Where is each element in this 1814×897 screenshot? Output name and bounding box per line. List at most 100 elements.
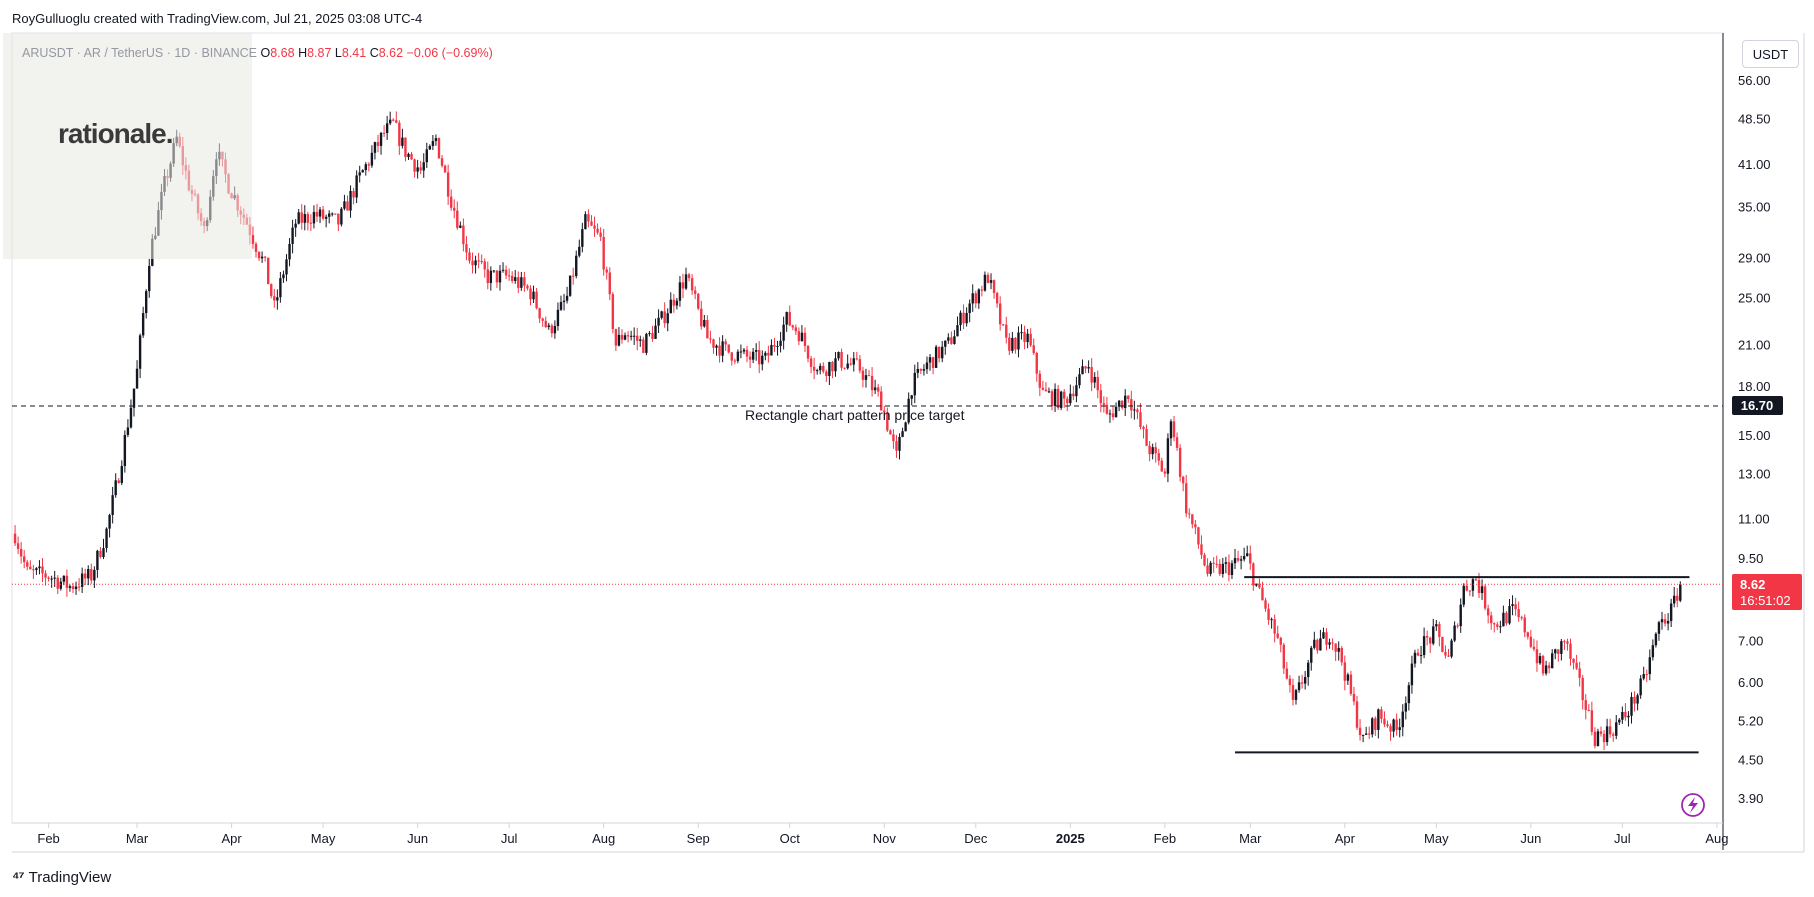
candle-up xyxy=(1669,603,1673,622)
symbol-name[interactable]: ARUSDT · AR / TetherUS · 1D · BINANCE xyxy=(22,46,258,60)
candle-down xyxy=(392,119,395,121)
y-tick-label: 35.00 xyxy=(1738,200,1771,215)
candle-down xyxy=(1517,609,1520,618)
candle-down xyxy=(1572,658,1575,663)
candle-down xyxy=(523,277,526,286)
candle-up xyxy=(126,427,130,435)
candle-up xyxy=(288,243,291,260)
candle-down xyxy=(254,243,258,252)
candle-down xyxy=(1227,562,1231,575)
candle-up xyxy=(1648,657,1652,675)
candle-down xyxy=(1389,726,1392,732)
candle-up xyxy=(736,351,740,361)
candle-up xyxy=(922,369,926,371)
candle-up xyxy=(764,352,767,356)
candle-up xyxy=(617,334,621,346)
candle-down xyxy=(614,329,618,346)
candle-up xyxy=(584,214,587,230)
candle-up xyxy=(123,434,127,467)
candle-up xyxy=(1114,406,1118,418)
currency-button[interactable]: USDT xyxy=(1742,40,1799,68)
candle-up xyxy=(956,325,959,337)
watermark-panel xyxy=(3,33,252,259)
candle-up xyxy=(422,162,425,171)
candle-up xyxy=(135,368,139,389)
x-tick-label: Feb xyxy=(1154,831,1176,846)
candle-up xyxy=(1673,595,1676,604)
candle-down xyxy=(413,159,416,172)
candle-down xyxy=(550,325,554,334)
symbol-info[interactable]: ARUSDT · AR / TetherUS · 1D · BINANCE O8… xyxy=(22,46,493,60)
candle-down xyxy=(1188,513,1191,515)
candle-up xyxy=(660,311,663,318)
candle-down xyxy=(1084,366,1087,369)
y-tick-label: 11.00 xyxy=(1738,512,1770,527)
candle-up xyxy=(547,325,550,327)
candle-up xyxy=(1453,625,1456,641)
candle-down xyxy=(730,352,733,361)
candle-down xyxy=(1483,586,1487,609)
y-tick-label: 9.50 xyxy=(1738,551,1763,566)
candle-up xyxy=(102,548,105,558)
candle-down xyxy=(1175,437,1179,448)
candle-down xyxy=(1633,696,1636,704)
candle-up xyxy=(1459,604,1462,627)
candle-up xyxy=(282,274,285,279)
candle-down xyxy=(1139,412,1142,428)
candle-down xyxy=(1520,617,1523,619)
open-value: 8.68 xyxy=(270,46,295,60)
candle-down xyxy=(19,548,23,557)
candle-up xyxy=(828,362,831,376)
candle-up xyxy=(629,335,633,337)
candle-down xyxy=(812,366,816,371)
candle-up xyxy=(87,569,90,579)
candle-up xyxy=(1480,586,1484,594)
candle-up xyxy=(898,436,901,451)
candle-up xyxy=(761,355,764,365)
candle-down xyxy=(602,236,605,270)
candle-up xyxy=(1053,388,1057,406)
candle-down xyxy=(1368,733,1371,735)
candle-up xyxy=(1654,633,1658,646)
countdown-text: 16:51:02 xyxy=(1740,593,1791,608)
candle-up xyxy=(1419,655,1423,657)
candle-up xyxy=(1621,712,1624,720)
candle-down xyxy=(404,137,407,157)
candle-up xyxy=(968,303,971,313)
candle-up xyxy=(944,340,947,347)
candle-up xyxy=(303,214,306,223)
candle-down xyxy=(453,207,456,211)
candle-up xyxy=(62,575,66,582)
change-value: −0.06 (−0.69%) xyxy=(406,46,493,60)
candle-up xyxy=(913,372,916,396)
tradingview-logo[interactable]: ⁴⁷ TradingView xyxy=(12,869,111,886)
candle-down xyxy=(56,577,59,589)
candle-up xyxy=(1627,715,1630,718)
candle-down xyxy=(855,358,859,360)
candle-down xyxy=(1120,400,1124,408)
target-badge: 16.70 xyxy=(1732,396,1783,415)
candle-up xyxy=(1364,733,1368,735)
candle-up xyxy=(114,480,117,496)
candle-up xyxy=(1313,639,1316,648)
candle-up xyxy=(138,335,142,369)
candle-down xyxy=(410,153,413,160)
lightning-icon[interactable] xyxy=(1681,793,1705,817)
candle-down xyxy=(791,325,794,328)
x-tick-label: Jun xyxy=(407,831,428,846)
candle-down xyxy=(1395,719,1398,730)
candle-down xyxy=(1331,642,1334,644)
candle-down xyxy=(440,158,444,166)
high-label: H xyxy=(298,46,308,60)
low-value: 8.41 xyxy=(341,46,367,60)
candle-up xyxy=(1499,626,1502,628)
candle-up xyxy=(934,346,938,368)
candle-up xyxy=(971,293,974,304)
candle-up xyxy=(474,260,477,266)
candle-up xyxy=(144,291,148,314)
candle-down xyxy=(1252,563,1255,586)
candle-down xyxy=(998,303,1002,325)
candle-up xyxy=(1404,703,1408,712)
candle-down xyxy=(1102,403,1106,405)
